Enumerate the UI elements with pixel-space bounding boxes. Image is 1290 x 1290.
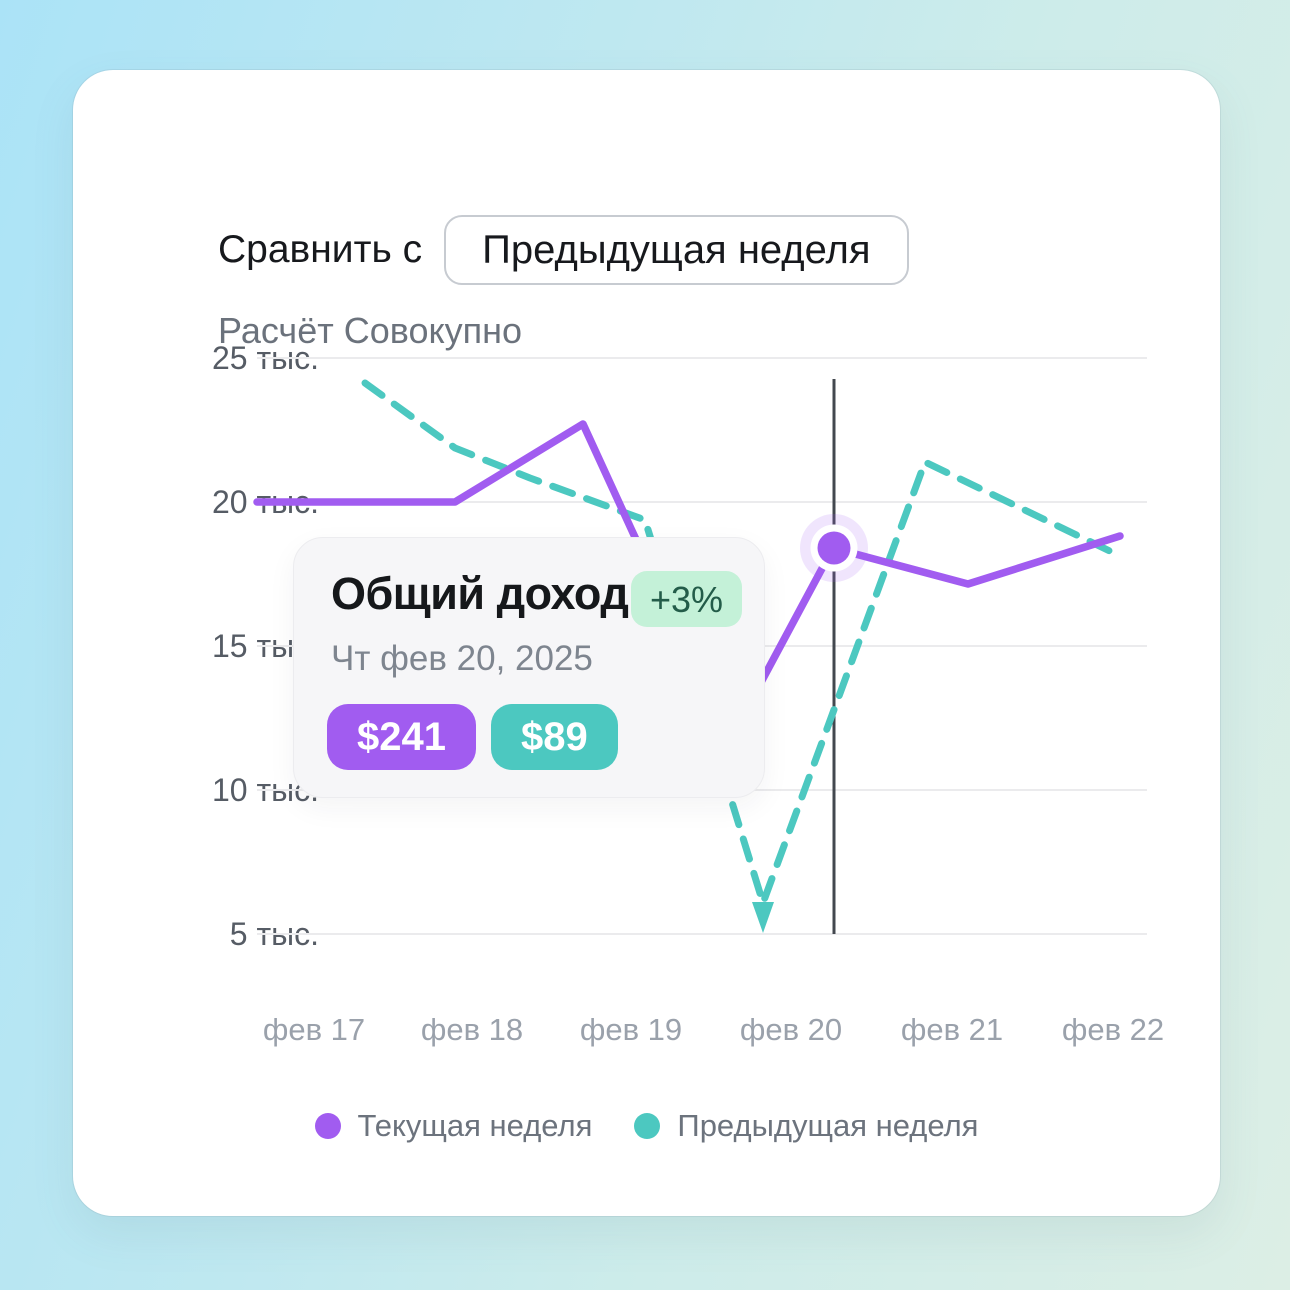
tooltip-previous-value-chip: $89 [490, 704, 618, 770]
x-axis-label: фев 20 [739, 1012, 843, 1047]
legend: Текущая неделя Предыдущая неделя [73, 1108, 1220, 1144]
previous-week-line [361, 379, 1122, 907]
legend-label-current: Текущая неделя [357, 1108, 593, 1143]
x-axis-label: фев 19 [579, 1012, 683, 1047]
compare-label: Сравнить с [218, 228, 423, 271]
highlight-point[interactable] [817, 531, 851, 565]
tooltip-current-value-chip: $241 [327, 704, 476, 770]
dashboard-card: Сравнить с Предыдущая неделя Расчёт Сово… [73, 70, 1220, 1216]
legend-item-previous[interactable]: Предыдущая неделя [634, 1108, 978, 1144]
compare-select-button[interactable]: Предыдущая неделя [444, 215, 909, 285]
chart-tooltip: Общий доход +3% Чт фев 20, 2025 $241 $89 [293, 537, 765, 798]
x-axis-label: фев 22 [1061, 1012, 1165, 1047]
legend-label-previous: Предыдущая неделя [677, 1108, 979, 1143]
x-axis-label: фев 21 [900, 1012, 1004, 1047]
legend-item-current[interactable]: Текущая неделя [314, 1108, 593, 1144]
tooltip-title: Общий доход [331, 568, 629, 619]
compare-header: Сравнить с Предыдущая неделя [218, 215, 909, 285]
previous-week-dot-icon [634, 1113, 661, 1139]
chart-subtitle: Расчёт Совокупно [218, 310, 523, 351]
x-axis-label: фев 18 [420, 1012, 524, 1047]
tooltip-date: Чт фев 20, 2025 [331, 639, 593, 678]
tooltip-values: $241 $89 [327, 704, 618, 770]
tooltip-change-badge: +3% [631, 571, 743, 627]
current-week-dot-icon [314, 1113, 341, 1139]
previous-week-arrow-icon [752, 902, 774, 933]
x-axis-label: фев 17 [262, 1012, 366, 1047]
